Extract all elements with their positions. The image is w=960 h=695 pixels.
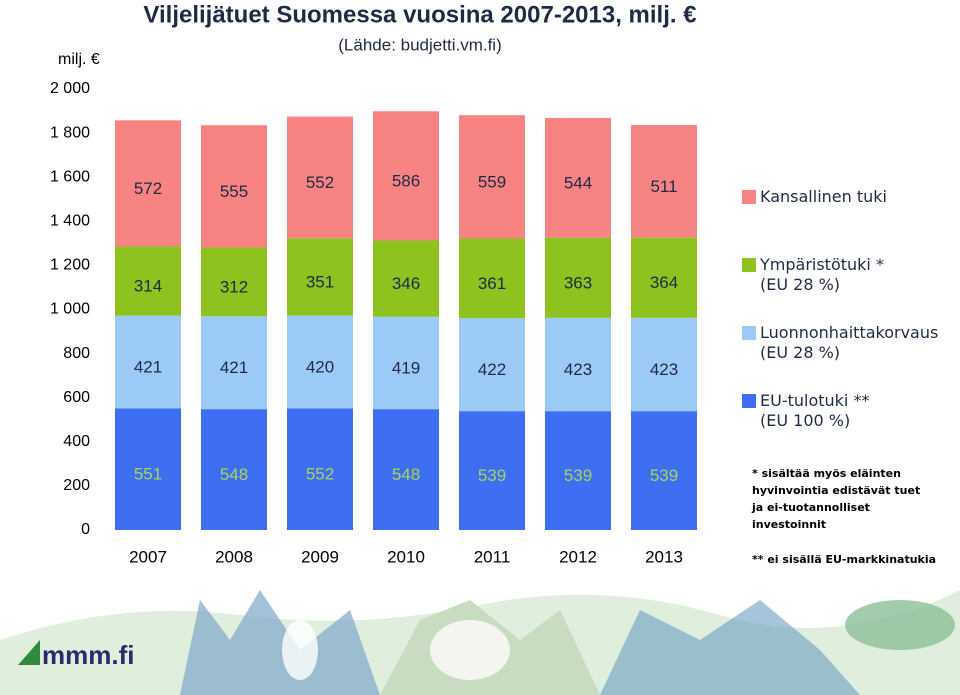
chart-subtitle: (Lähde: budjetti.vm.fi) bbox=[338, 35, 501, 54]
legend-label: Kansallinen tuki bbox=[760, 187, 887, 206]
value-label: 552 bbox=[306, 465, 334, 484]
legend-swatch bbox=[742, 394, 756, 408]
x-tick-label: 2010 bbox=[387, 547, 425, 566]
bar-segment bbox=[545, 237, 611, 318]
bar-segment bbox=[201, 316, 267, 410]
y-tick-label: 1 200 bbox=[50, 257, 90, 274]
value-label: 423 bbox=[564, 360, 592, 379]
value-label: 351 bbox=[306, 272, 334, 291]
x-tick-label: 2012 bbox=[559, 547, 597, 566]
bar-segment bbox=[373, 409, 439, 530]
bar-segment bbox=[373, 240, 439, 317]
y-tick-label: 200 bbox=[63, 477, 90, 494]
value-label: 346 bbox=[392, 274, 420, 293]
value-label: 539 bbox=[478, 466, 506, 485]
value-label: 421 bbox=[220, 358, 248, 377]
bar-segment bbox=[459, 411, 525, 530]
value-label: 364 bbox=[650, 273, 678, 292]
bar-segment bbox=[545, 117, 611, 238]
y-tick-label: 600 bbox=[63, 389, 90, 406]
legend-label: Luonnonhaittakorvaus (EU 28 %) bbox=[760, 323, 939, 362]
y-tick-label: 1 600 bbox=[50, 168, 90, 185]
value-label: 548 bbox=[392, 465, 420, 484]
value-label: 419 bbox=[392, 358, 420, 377]
bar-segment bbox=[373, 111, 439, 241]
x-tick-label: 2013 bbox=[645, 547, 683, 566]
x-tick-label: 2009 bbox=[301, 547, 339, 566]
legend-swatch bbox=[742, 190, 756, 204]
bar-segment bbox=[373, 316, 439, 410]
value-label: 559 bbox=[478, 172, 506, 191]
value-label: 586 bbox=[392, 171, 420, 190]
y-axis-label: milj. € bbox=[58, 51, 100, 68]
bar-segment bbox=[201, 409, 267, 530]
bar-segment bbox=[631, 317, 697, 412]
bar-segment bbox=[287, 408, 353, 530]
value-label: 551 bbox=[134, 465, 162, 484]
value-label: 420 bbox=[306, 357, 334, 376]
y-tick-label: 800 bbox=[63, 345, 90, 362]
value-label: 544 bbox=[564, 173, 592, 192]
y-tick-label: 1 400 bbox=[50, 213, 90, 230]
bar-segment bbox=[459, 115, 525, 239]
footnote: ** ei sisällä EU-markkinatukia bbox=[752, 553, 937, 566]
decoration bbox=[0, 590, 960, 695]
x-tick-label: 2008 bbox=[215, 547, 253, 566]
value-label: 422 bbox=[478, 360, 506, 379]
value-label: 423 bbox=[650, 360, 678, 379]
value-label: 555 bbox=[220, 182, 248, 201]
x-tick-label: 2011 bbox=[474, 547, 511, 566]
bar-segment bbox=[115, 120, 181, 247]
y-tick-label: 2 000 bbox=[50, 80, 90, 97]
value-label: 314 bbox=[134, 277, 162, 296]
value-label: 363 bbox=[564, 273, 592, 292]
value-label: 552 bbox=[306, 173, 334, 192]
value-label: 539 bbox=[650, 466, 678, 485]
bar-segment bbox=[201, 125, 267, 248]
value-label: 548 bbox=[220, 465, 248, 484]
legend-label: EU-tulotuki ** (EU 100 %) bbox=[760, 391, 870, 430]
value-label: 539 bbox=[564, 466, 592, 485]
x-tick-label: 2007 bbox=[129, 547, 167, 566]
bar-segment bbox=[115, 246, 181, 316]
bar-segment bbox=[545, 317, 611, 412]
footnote: * sisältää myös eläinten hyvinvointia ed… bbox=[752, 467, 921, 531]
bar-segment bbox=[631, 237, 697, 318]
bar-segment bbox=[115, 408, 181, 530]
y-tick-label: 400 bbox=[63, 433, 90, 450]
bar-segment bbox=[459, 238, 525, 319]
bar-segment bbox=[459, 318, 525, 412]
y-tick-label: 0 bbox=[81, 521, 90, 538]
bar-segment bbox=[545, 411, 611, 530]
logo: mmm.fi bbox=[42, 640, 134, 670]
bar-segment bbox=[287, 238, 353, 316]
legend-swatch bbox=[742, 258, 756, 272]
bar-segment bbox=[631, 411, 697, 530]
y-tick-label: 1 800 bbox=[50, 124, 90, 141]
y-tick-label: 1 000 bbox=[50, 301, 90, 318]
value-label: 312 bbox=[220, 277, 248, 296]
chart-title: Viljelijätuet Suomessa vuosina 2007-2013… bbox=[143, 1, 696, 28]
bar-segment bbox=[115, 315, 181, 409]
legend-swatch bbox=[742, 326, 756, 340]
bar-segment bbox=[201, 247, 267, 317]
bar-segment bbox=[631, 124, 697, 238]
value-label: 421 bbox=[134, 358, 162, 377]
value-label: 572 bbox=[134, 179, 162, 198]
bar-segment bbox=[287, 116, 353, 239]
bar-segment bbox=[287, 315, 353, 409]
value-label: 511 bbox=[650, 177, 677, 196]
value-label: 361 bbox=[478, 274, 506, 293]
legend-label: Ympäristötuki * (EU 28 %) bbox=[760, 255, 884, 294]
